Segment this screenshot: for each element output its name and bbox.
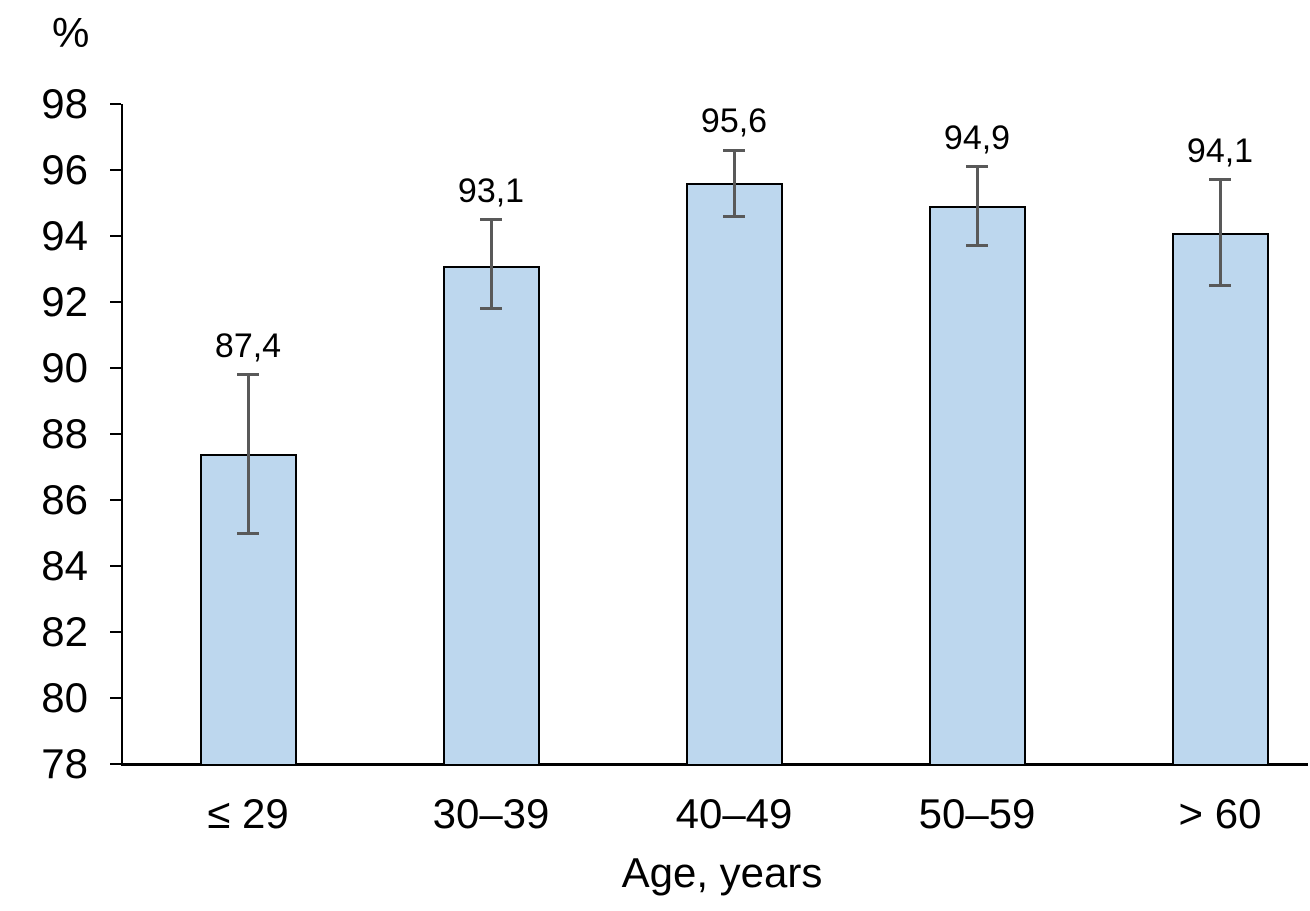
error-bar-line — [489, 219, 493, 309]
y-axis-tick — [110, 498, 121, 502]
error-bar-cap-top — [966, 165, 988, 169]
y-axis-tick — [110, 102, 121, 106]
x-axis-category-label: > 60 — [1178, 790, 1262, 837]
y-axis-tick-label: 84 — [41, 542, 88, 589]
bar-value-label: 95,6 — [700, 102, 768, 141]
x-axis-category-label: ≤ 29 — [207, 790, 289, 837]
bar-value-label: 87,4 — [214, 326, 282, 365]
error-bar-cap-bottom — [480, 307, 502, 311]
error-bar-cap-top — [237, 373, 259, 377]
error-bar-line — [246, 374, 250, 533]
error-bar-cap-top — [1209, 178, 1231, 182]
error-bar-cap-bottom — [237, 531, 259, 535]
y-axis-tick-label: 86 — [41, 476, 88, 523]
y-axis-tick-label: 78 — [41, 740, 88, 787]
x-axis-category-label: 40–49 — [675, 790, 793, 837]
y-axis-tick — [110, 630, 121, 634]
x-axis-title: Age, years — [621, 849, 823, 896]
y-axis-tick — [110, 762, 121, 766]
y-axis-tick-label: 82 — [41, 608, 88, 655]
y-axis-line — [120, 104, 123, 764]
y-axis-tick — [110, 696, 121, 700]
error-bar-line — [1218, 179, 1222, 286]
y-axis-unit-label: % — [52, 9, 90, 56]
y-axis-tick-label: 98 — [41, 80, 88, 127]
y-axis-tick-label: 96 — [41, 146, 88, 193]
bar — [1171, 232, 1269, 764]
error-bar-cap-bottom — [723, 214, 745, 218]
y-axis-tick-label: 80 — [41, 674, 88, 721]
bar-value-label: 94,1 — [1186, 131, 1254, 170]
error-bar-cap-bottom — [966, 244, 988, 248]
x-axis-category-label: 30–39 — [432, 790, 550, 837]
x-axis-category-label: 50–59 — [918, 790, 1036, 837]
y-axis-tick-label: 88 — [41, 410, 88, 457]
bar — [442, 265, 540, 764]
y-axis-tick-label: 90 — [41, 344, 88, 391]
y-axis-tick — [110, 168, 121, 172]
bar — [928, 206, 1026, 764]
bar — [199, 453, 297, 764]
error-bar-cap-top — [723, 148, 745, 152]
error-bar-line — [732, 150, 736, 217]
bar-value-label: 93,1 — [457, 171, 525, 210]
y-axis-tick — [110, 234, 121, 238]
bar-value-label: 94,9 — [943, 118, 1011, 157]
error-bar-line — [975, 166, 979, 246]
x-axis-line — [120, 763, 1308, 766]
bar — [685, 183, 783, 764]
y-axis-tick — [110, 564, 121, 568]
y-axis-tick — [110, 432, 121, 436]
y-axis-tick — [110, 300, 121, 304]
y-axis-tick-label: 94 — [41, 212, 88, 259]
error-bar-cap-bottom — [1209, 284, 1231, 287]
y-axis-tick — [110, 366, 121, 370]
y-axis-tick-label: 92 — [41, 278, 88, 325]
error-bar-cap-top — [480, 218, 502, 221]
